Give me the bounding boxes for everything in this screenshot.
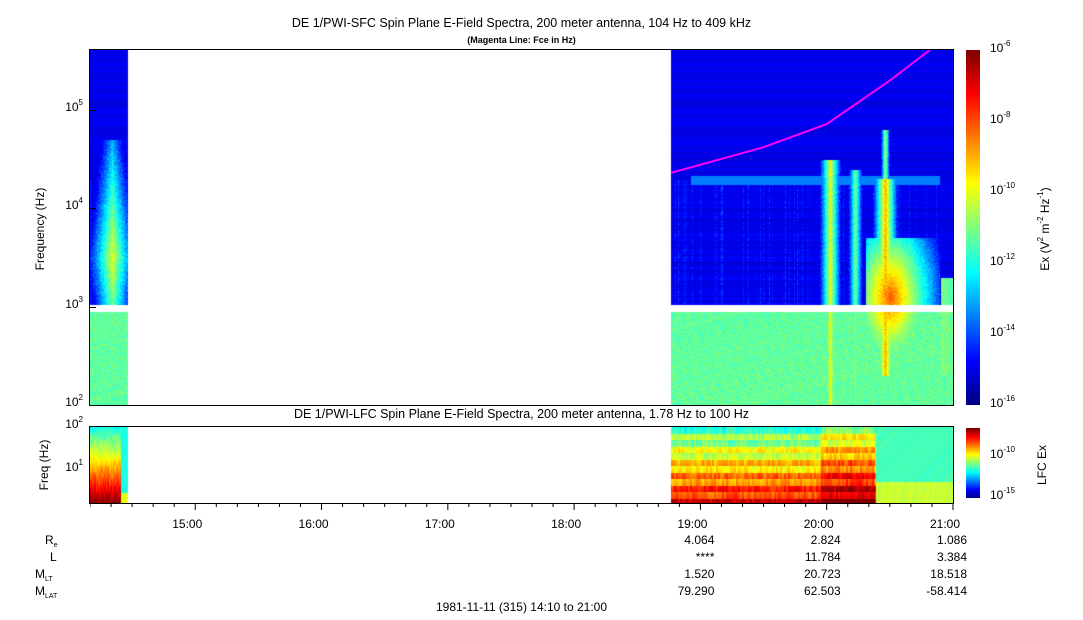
ephemeris-value: 79.290 [677, 584, 715, 598]
sfc-colorbar-tick: 10-16 [990, 394, 1015, 411]
ephemeris-value: 11.784 [804, 550, 841, 564]
sfc-plot-frame [89, 49, 954, 406]
sfc-ytick-mark [90, 405, 96, 406]
sfc-colorbar-tick: 10-10 [990, 181, 1015, 198]
sfc-ytick-label: 102 [65, 393, 83, 410]
ephemeris-value: 4.064 [684, 533, 715, 547]
x-tick-label: 19:00 [677, 517, 708, 531]
lfc-title: DE 1/PWI-LFC Spin Plane E-Field Spectra,… [293, 407, 750, 421]
sfc-ytick-mark [90, 208, 96, 210]
sfc-ytick-label: 105 [65, 98, 83, 115]
sfc-ytick-mark [90, 110, 96, 112]
lfc-plot-frame [89, 426, 954, 504]
sfc-colorbar-label: Ex (V2 m-2 Hz-1) [1036, 187, 1052, 271]
x-tick-label: 15:00 [172, 517, 203, 531]
sfc-spectrogram [90, 50, 953, 405]
ephemeris-value: 1.086 [936, 533, 967, 547]
x-axis-ticks [90, 503, 954, 510]
ephemeris-value: **** [695, 550, 715, 564]
ephemeris-value: 20.723 [804, 567, 841, 581]
sfc-ytick-label: 104 [65, 196, 83, 213]
lfc-colorbar-tick: 10-15 [990, 486, 1015, 503]
sfc-colorbar [966, 50, 980, 405]
x-tick-label: 17:00 [424, 517, 455, 531]
lfc-colorbar [966, 428, 980, 498]
sfc-colorbar-tick: 10-12 [990, 252, 1015, 269]
ephemeris-value: 62.503 [804, 584, 841, 598]
sfc-colorbar-tick: 10-14 [990, 323, 1015, 340]
sfc-plot-overlay [670, 50, 931, 174]
x-tick-label: 20:00 [803, 517, 834, 531]
lfc-ytick-label: 102 [65, 415, 83, 432]
lfc-colorbar-tick: 10-10 [990, 445, 1015, 462]
sfc-ytick-mark [90, 306, 96, 308]
footer-date-range: 1981-11-11 (315) 14:10 to 21:00 [435, 600, 608, 614]
ephemeris-value: -58.414 [926, 584, 967, 598]
fce-line [670, 50, 931, 174]
ephemeris-row-label: Re [45, 533, 58, 549]
sfc-subtitle: (Magenta Line: Fce in Hz) [467, 35, 576, 45]
x-tick-label: 21:00 [929, 517, 961, 531]
lfc-ytick-label: 101 [65, 458, 83, 475]
ephemeris-value: 1.520 [684, 567, 715, 581]
lfc-spectrogram [90, 427, 953, 503]
ephemeris-row-label: L [50, 550, 57, 564]
ephemeris-row-label: MLAT [35, 584, 58, 600]
ephemeris-row-label: MLT [35, 567, 53, 583]
ephemeris-value: 3.384 [936, 550, 967, 564]
sfc-ytick-label: 103 [65, 294, 83, 311]
sfc-colorbar-tick: 10-8 [990, 110, 1011, 127]
lfc-colorbar-label: LFC Ex [1035, 445, 1049, 486]
x-tick-label: 16:00 [298, 517, 329, 531]
ephemeris-value: 2.824 [810, 533, 841, 547]
sfc-colorbar-tick: 10-6 [990, 39, 1011, 56]
ephemeris-value: 18.518 [930, 567, 967, 581]
sfc-title: DE 1/PWI-SFC Spin Plane E-Field Spectra,… [291, 16, 752, 30]
x-tick-label: 18:00 [551, 517, 582, 531]
